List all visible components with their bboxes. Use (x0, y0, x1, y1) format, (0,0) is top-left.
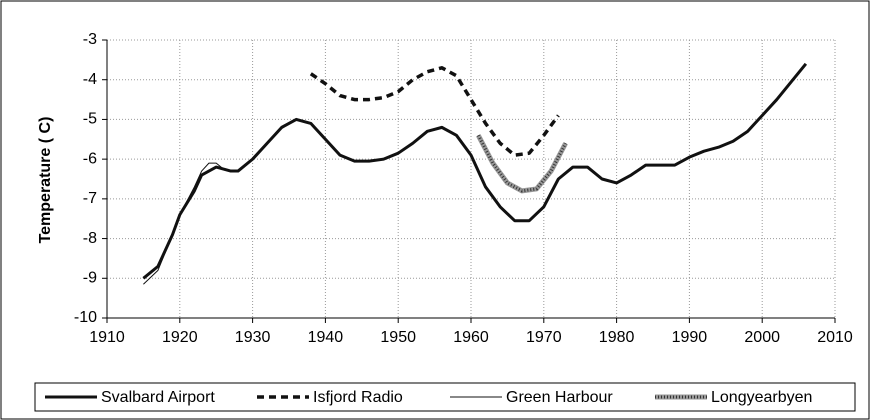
data-line (142, 62, 808, 280)
x-tick-label: 1930 (235, 329, 271, 346)
legend-box (34, 382, 856, 412)
y-axis-label: Temperature ( C) (37, 117, 54, 244)
legend-label: Green Harbour (506, 389, 613, 406)
x-tick-label: 1940 (308, 329, 344, 346)
legend-label: Longyearbyen (711, 389, 812, 406)
y-tick-label: -5 (83, 111, 97, 128)
legend-label: Isfjord Radio (313, 389, 403, 406)
x-tick-label: 1910 (89, 329, 125, 346)
data-line (309, 66, 560, 157)
legend-label: Svalbard Airport (101, 389, 215, 406)
x-tick-label: 1990 (672, 329, 708, 346)
y-tick-label: -4 (83, 71, 97, 88)
x-tick-label: 1970 (526, 329, 562, 346)
y-tick-label: -10 (74, 309, 97, 326)
line-hatch (476, 134, 567, 193)
x-tick-label: 1980 (599, 329, 635, 346)
y-tick-label: -9 (83, 270, 97, 287)
x-tick-label: 1960 (453, 329, 489, 346)
x-tick-label: 2010 (817, 329, 853, 346)
y-tick-label: -6 (83, 150, 97, 167)
data-line (143, 162, 231, 285)
x-tick-label: 1920 (162, 329, 198, 346)
x-tick-label: 1950 (380, 329, 416, 346)
y-tick-label: -7 (83, 190, 97, 207)
x-tick-label: 2000 (744, 329, 780, 346)
y-tick-label: -8 (83, 230, 97, 247)
y-tick-label: -3 (83, 31, 97, 48)
